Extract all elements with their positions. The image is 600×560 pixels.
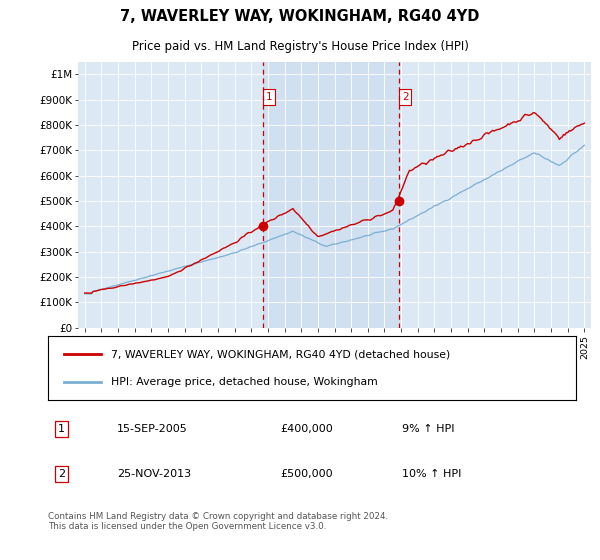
Bar bbox=[263, 62, 400, 328]
Text: 25-NOV-2013: 25-NOV-2013 bbox=[116, 469, 191, 479]
Text: HPI: Average price, detached house, Wokingham: HPI: Average price, detached house, Woki… bbox=[112, 377, 378, 388]
Text: Price paid vs. HM Land Registry's House Price Index (HPI): Price paid vs. HM Land Registry's House … bbox=[131, 40, 469, 53]
Text: 2: 2 bbox=[58, 469, 65, 479]
Text: 1: 1 bbox=[266, 92, 272, 102]
Text: 1: 1 bbox=[58, 424, 65, 434]
Text: 10% ↑ HPI: 10% ↑ HPI bbox=[402, 469, 461, 479]
Text: 2: 2 bbox=[402, 92, 409, 102]
Text: Contains HM Land Registry data © Crown copyright and database right 2024.
This d: Contains HM Land Registry data © Crown c… bbox=[48, 512, 388, 531]
Text: 7, WAVERLEY WAY, WOKINGHAM, RG40 4YD (detached house): 7, WAVERLEY WAY, WOKINGHAM, RG40 4YD (de… bbox=[112, 349, 451, 359]
Text: 7, WAVERLEY WAY, WOKINGHAM, RG40 4YD: 7, WAVERLEY WAY, WOKINGHAM, RG40 4YD bbox=[121, 9, 479, 24]
Text: £500,000: £500,000 bbox=[280, 469, 333, 479]
Text: 15-SEP-2005: 15-SEP-2005 bbox=[116, 424, 187, 434]
Text: 9% ↑ HPI: 9% ↑ HPI bbox=[402, 424, 454, 434]
Text: £400,000: £400,000 bbox=[280, 424, 333, 434]
